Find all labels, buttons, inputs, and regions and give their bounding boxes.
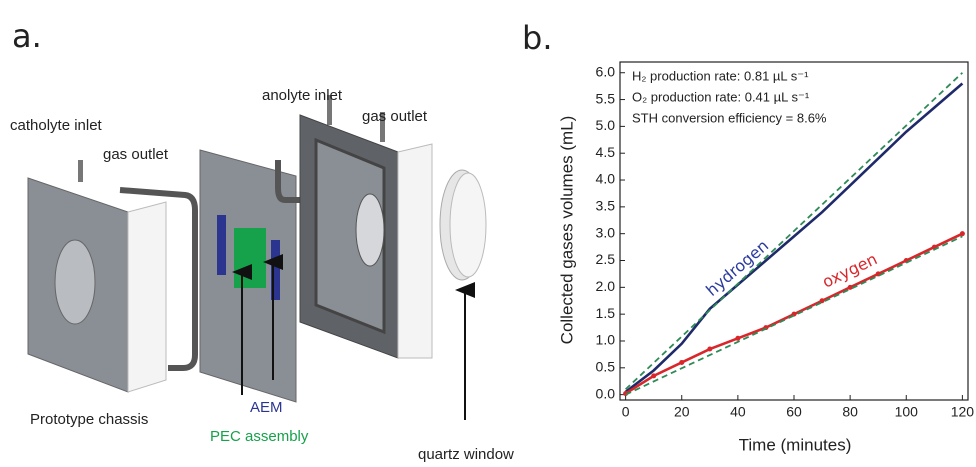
series-line <box>624 82 964 393</box>
y-tick-label: 6.0 <box>596 63 616 79</box>
point <box>679 359 685 365</box>
y-tick-label: 1.0 <box>596 332 616 348</box>
y-tick-label: 4.5 <box>596 144 616 160</box>
panel-label: b. <box>522 19 552 57</box>
y-tick-label: 5.5 <box>596 90 616 106</box>
y-tick-label: 3.5 <box>596 198 616 214</box>
fit-line <box>625 235 963 396</box>
x-tick-label: 120 <box>951 404 975 420</box>
point <box>735 335 741 341</box>
point <box>959 231 965 237</box>
annotation: O₂ production rate: 0.41 µL s⁻¹ <box>632 89 810 104</box>
x-axis-title: Time (minutes) <box>739 435 852 454</box>
y-tick-label: 2.0 <box>596 278 616 294</box>
y-tick-label: 4.0 <box>596 171 616 187</box>
point <box>847 284 853 290</box>
x-tick-label: 20 <box>674 404 690 420</box>
label: Prototype chassis <box>30 411 148 428</box>
point <box>819 298 825 304</box>
label: gas outlet <box>362 108 428 125</box>
label: gas outlet <box>103 146 169 163</box>
series-label: hydrogen <box>702 236 772 300</box>
y-tick-label: 0.5 <box>596 359 616 375</box>
y-tick-label: 5.0 <box>596 117 616 133</box>
y-tick-label: 1.5 <box>596 305 616 321</box>
x-tick-label: 0 <box>622 404 630 420</box>
y-axis-title: Collected gases volumes (mL) <box>557 116 576 345</box>
x-tick-label: 40 <box>730 404 746 420</box>
y-tick-label: 3.0 <box>596 224 616 240</box>
point <box>707 346 713 352</box>
x-tick-label: 60 <box>786 404 802 420</box>
x-tick-label: 80 <box>842 404 858 420</box>
label: AEM <box>250 399 283 416</box>
y-tick-label: 2.5 <box>596 251 616 267</box>
annotation: H₂ production rate: 0.81 µL s⁻¹ <box>632 68 809 83</box>
x-tick-label: 100 <box>895 404 919 420</box>
label: anolyte inlet <box>262 87 343 104</box>
point <box>651 373 657 379</box>
label: catholyte inlet <box>10 117 103 134</box>
fit-line <box>624 72 964 390</box>
annotation: STH conversion efficiency = 8.6% <box>632 110 827 125</box>
assembly-drawing <box>27 95 487 420</box>
label: PEC assembly <box>210 428 309 445</box>
panel-label: a. <box>12 17 42 55</box>
y-tick-label: 0.0 <box>596 385 616 401</box>
label: quartz window <box>418 446 514 463</box>
